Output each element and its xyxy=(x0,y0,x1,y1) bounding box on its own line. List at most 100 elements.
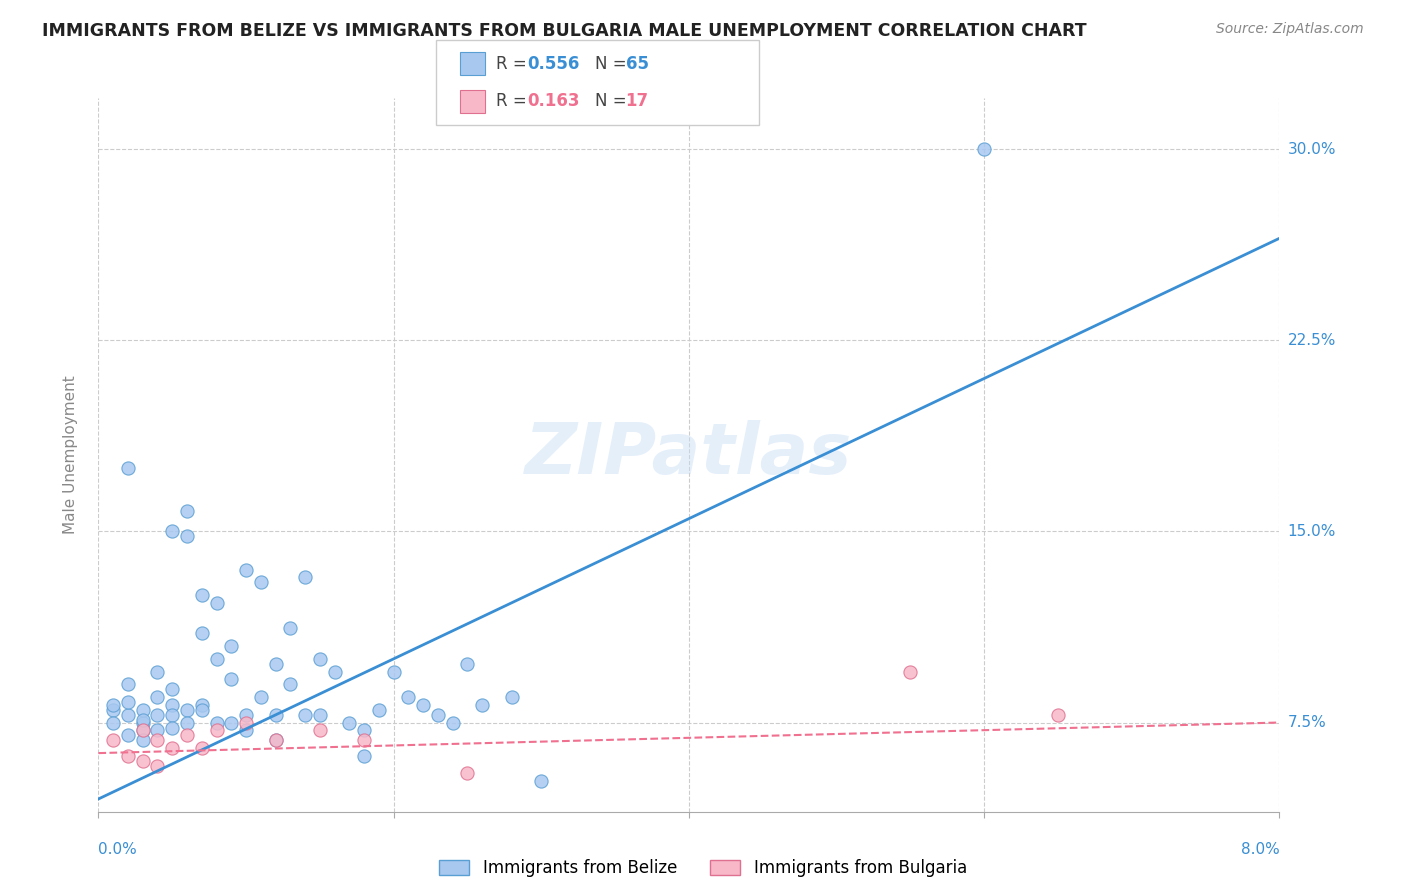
Point xyxy=(162,698,183,712)
Point xyxy=(132,713,155,727)
Point xyxy=(219,672,242,686)
Point xyxy=(103,703,124,717)
Point xyxy=(146,759,169,773)
Point xyxy=(456,657,478,671)
Point xyxy=(205,715,228,730)
Text: 17: 17 xyxy=(626,93,648,111)
Point xyxy=(176,703,198,717)
Text: 7.5%: 7.5% xyxy=(1288,715,1326,730)
Point xyxy=(205,723,228,738)
Point xyxy=(146,665,169,679)
Point xyxy=(103,698,124,712)
Point xyxy=(191,698,214,712)
Text: 30.0%: 30.0% xyxy=(1288,142,1336,157)
Point xyxy=(162,682,183,697)
Point xyxy=(132,723,155,738)
Point xyxy=(235,723,257,738)
Point xyxy=(973,142,995,156)
Point xyxy=(117,748,139,763)
Point xyxy=(132,723,155,738)
Point xyxy=(426,707,449,722)
Point xyxy=(323,665,346,679)
Point xyxy=(117,695,139,709)
Point xyxy=(219,715,242,730)
Point xyxy=(162,707,183,722)
Point xyxy=(117,728,139,742)
Point xyxy=(250,690,273,704)
Text: R =: R = xyxy=(496,93,527,111)
Point xyxy=(176,529,198,543)
Text: 22.5%: 22.5% xyxy=(1288,333,1336,348)
Point xyxy=(235,563,257,577)
Point xyxy=(191,741,214,756)
Point xyxy=(191,588,214,602)
Point xyxy=(103,733,124,747)
Point xyxy=(132,715,155,730)
Point xyxy=(898,665,921,679)
Point xyxy=(1046,707,1069,722)
Point xyxy=(278,677,301,691)
Point xyxy=(530,774,553,789)
Text: N =: N = xyxy=(595,54,626,72)
Point xyxy=(471,698,494,712)
Point xyxy=(176,728,198,742)
Text: 0.0%: 0.0% xyxy=(98,842,138,857)
Point xyxy=(308,707,332,722)
Point xyxy=(250,575,273,590)
Point xyxy=(132,754,155,768)
Point xyxy=(103,715,124,730)
Point xyxy=(294,570,316,584)
Point xyxy=(205,596,228,610)
Point xyxy=(501,690,523,704)
Point xyxy=(146,733,169,747)
Text: 0.163: 0.163 xyxy=(527,93,579,111)
Point xyxy=(176,504,198,518)
Point xyxy=(264,657,287,671)
Point xyxy=(219,639,242,653)
Text: 8.0%: 8.0% xyxy=(1240,842,1279,857)
Point xyxy=(235,707,257,722)
Point xyxy=(441,715,464,730)
Text: N =: N = xyxy=(595,93,626,111)
Point xyxy=(382,665,405,679)
Point xyxy=(146,707,169,722)
Point xyxy=(235,715,257,730)
Point xyxy=(264,707,287,722)
Text: 0.556: 0.556 xyxy=(527,54,579,72)
Text: Source: ZipAtlas.com: Source: ZipAtlas.com xyxy=(1216,22,1364,37)
Point xyxy=(162,741,183,756)
Point xyxy=(117,707,139,722)
Y-axis label: Male Unemployment: Male Unemployment xyxy=(63,376,77,534)
Point xyxy=(264,733,287,747)
Text: 65: 65 xyxy=(626,54,648,72)
Point xyxy=(337,715,360,730)
Point xyxy=(191,626,214,640)
Point xyxy=(353,748,375,763)
Point xyxy=(367,703,389,717)
Point xyxy=(162,721,183,735)
Point xyxy=(396,690,419,704)
Point xyxy=(162,524,183,539)
Point xyxy=(132,703,155,717)
Point xyxy=(278,621,301,635)
Point xyxy=(176,715,198,730)
Point xyxy=(146,690,169,704)
Text: 15.0%: 15.0% xyxy=(1288,524,1336,539)
Point xyxy=(412,698,434,712)
Text: IMMIGRANTS FROM BELIZE VS IMMIGRANTS FROM BULGARIA MALE UNEMPLOYMENT CORRELATION: IMMIGRANTS FROM BELIZE VS IMMIGRANTS FRO… xyxy=(42,22,1087,40)
Point xyxy=(456,766,478,780)
Point xyxy=(205,652,228,666)
Text: ZIPatlas: ZIPatlas xyxy=(526,420,852,490)
Point xyxy=(308,723,332,738)
Point xyxy=(353,733,375,747)
Point xyxy=(264,733,287,747)
Legend: Immigrants from Belize, Immigrants from Bulgaria: Immigrants from Belize, Immigrants from … xyxy=(433,853,973,884)
Point xyxy=(294,707,316,722)
Point xyxy=(117,677,139,691)
Point xyxy=(308,652,332,666)
Point xyxy=(353,723,375,738)
Point xyxy=(146,723,169,738)
Point xyxy=(117,460,139,475)
Text: R =: R = xyxy=(496,54,527,72)
Point xyxy=(191,703,214,717)
